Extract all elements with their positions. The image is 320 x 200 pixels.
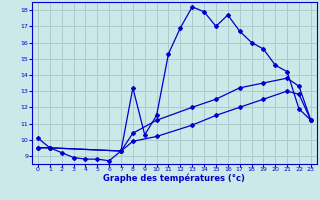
X-axis label: Graphe des températures (°c): Graphe des températures (°c) bbox=[103, 174, 245, 183]
